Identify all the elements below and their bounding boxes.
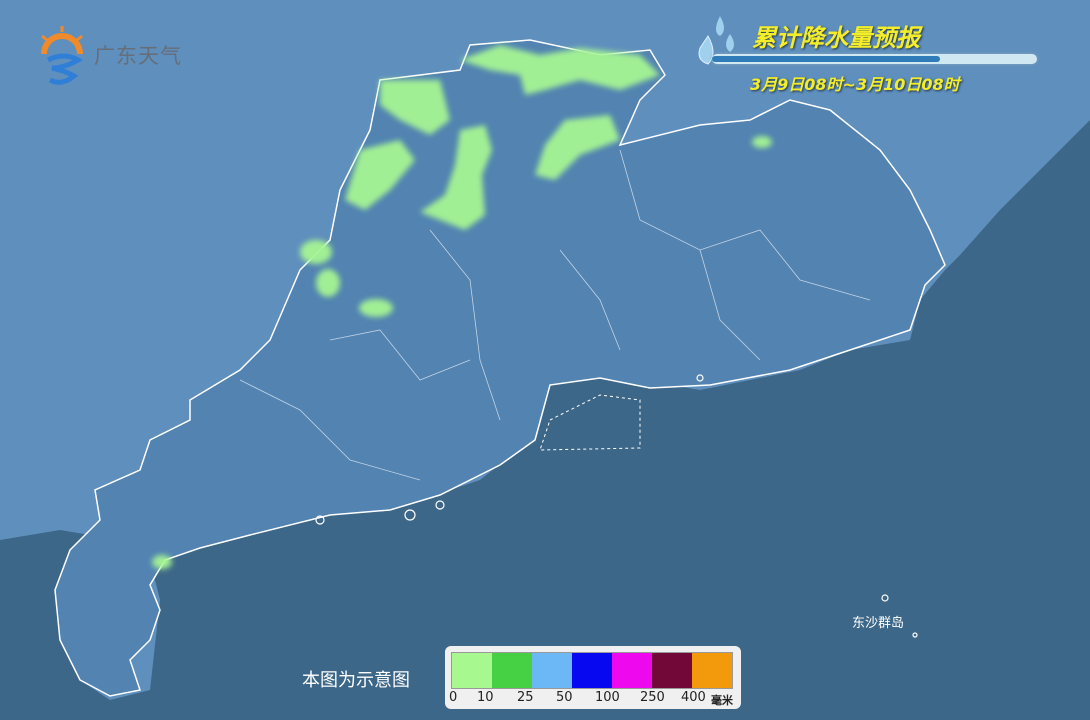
- legend-swatch: [652, 653, 692, 688]
- rain-area: [460, 45, 660, 95]
- rain-area: [359, 299, 393, 317]
- map-title: 累计降水量预报: [752, 24, 920, 52]
- legend-tick: 400: [681, 690, 706, 705]
- rain-area: [345, 140, 415, 210]
- legend-unit: 毫米: [711, 694, 733, 707]
- islands: [315, 374, 918, 638]
- legend-swatch: [452, 653, 492, 688]
- rain-area: [300, 240, 332, 264]
- rain-area: [380, 80, 450, 135]
- guangdong-province: [54, 39, 946, 697]
- sun-swirl-logo-icon: [41, 26, 84, 85]
- legend-swatch: [572, 653, 612, 688]
- schematic-note: 本图为示意图: [302, 670, 410, 691]
- forecast-period: 3月9日08时~3月10日08时: [750, 75, 960, 94]
- legend-tick: 100: [595, 690, 620, 705]
- rain-area: [420, 125, 492, 230]
- hong-kong-boundary: [539, 394, 641, 451]
- guangdong-weather-logo: 广东天气: [34, 24, 182, 86]
- title-bar: [712, 54, 1037, 64]
- rain-area: [752, 136, 772, 148]
- rain-area: [152, 555, 172, 569]
- legend-swatch: [612, 653, 652, 688]
- legend-swatch: [532, 653, 572, 688]
- legend-tick: 250: [640, 690, 665, 705]
- legend-tick: 50: [556, 690, 573, 705]
- legend-tick: 10: [477, 690, 494, 705]
- legend-swatch: [492, 653, 532, 688]
- legend-swatch: [692, 653, 732, 688]
- logo-text: 广东天气: [94, 44, 182, 68]
- dongsha-islands-label: 东沙群岛: [852, 616, 905, 631]
- legend-tick: 0: [449, 690, 458, 705]
- precipitation-legend: 0 10 25 50 100 250 400 毫米: [445, 646, 741, 709]
- water-drops-icon: [698, 16, 734, 65]
- legend-tick: 25: [517, 690, 534, 705]
- rain-area: [535, 115, 620, 180]
- rain-area: [316, 269, 340, 297]
- rain-areas-0-10mm: [152, 45, 772, 569]
- county-boundaries: [239, 149, 871, 481]
